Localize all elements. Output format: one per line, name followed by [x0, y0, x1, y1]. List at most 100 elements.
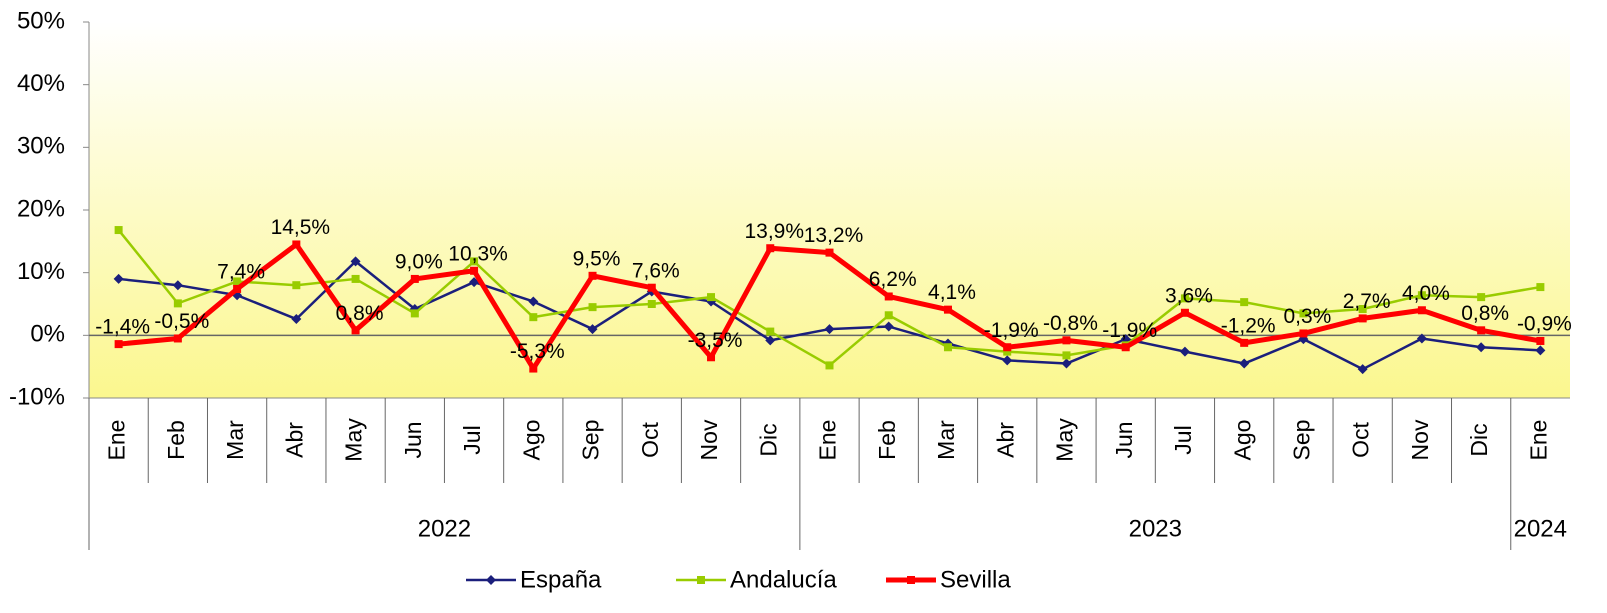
- marker: [647, 283, 656, 292]
- data-label: -1,9%: [984, 319, 1039, 342]
- data-label: 4,1%: [928, 281, 976, 304]
- legend-marker: [697, 576, 705, 584]
- data-label: -5,3%: [510, 340, 565, 363]
- marker: [529, 313, 538, 322]
- x-tick-label: Jun: [400, 421, 426, 458]
- marker: [1003, 343, 1012, 352]
- data-label: -0,9%: [1517, 313, 1572, 336]
- data-label: 9,0%: [395, 250, 443, 273]
- marker: [113, 273, 124, 284]
- data-label: 13,9%: [744, 220, 804, 243]
- x-tick-label: Mar: [933, 420, 959, 460]
- marker: [1417, 306, 1426, 315]
- marker: [1062, 351, 1071, 360]
- marker: [291, 314, 302, 325]
- data-label: 9,5%: [573, 247, 621, 270]
- x-tick-label: Jul: [1170, 425, 1196, 454]
- marker: [470, 257, 479, 266]
- marker: [1003, 347, 1012, 356]
- marker: [350, 256, 361, 267]
- y-tick-label: 10%: [17, 258, 65, 285]
- marker: [825, 361, 834, 370]
- marker: [647, 300, 656, 308]
- marker: [529, 364, 538, 373]
- marker: [1121, 343, 1130, 352]
- data-label: 7,6%: [632, 259, 680, 282]
- marker: [587, 324, 598, 335]
- legend-label: Andalucía: [730, 566, 837, 593]
- x-tick-label: Nov: [696, 419, 722, 460]
- data-label: -0,8%: [1043, 312, 1098, 335]
- marker: [173, 299, 182, 308]
- marker: [1299, 329, 1308, 338]
- marker: [1240, 298, 1249, 307]
- data-label: -0,5%: [154, 310, 209, 333]
- marker: [1299, 309, 1308, 318]
- group-label: 2022: [418, 515, 471, 542]
- data-label: -1,4%: [95, 316, 150, 339]
- x-tick-label: May: [341, 418, 367, 462]
- marker: [824, 324, 835, 335]
- marker: [1002, 355, 1013, 366]
- legend-label: España: [520, 566, 602, 593]
- marker: [1477, 293, 1486, 302]
- x-tick-label: Dic: [755, 423, 781, 456]
- x-tick-label: Sep: [1288, 420, 1314, 461]
- x-tick-label: Jul: [459, 425, 485, 454]
- y-tick-label: 30%: [17, 133, 65, 160]
- marker: [114, 226, 123, 235]
- marker: [410, 274, 419, 283]
- x-tick-label: Abr: [992, 422, 1018, 458]
- data-label: 7,4%: [217, 261, 265, 284]
- marker: [470, 266, 479, 275]
- marker: [1357, 364, 1368, 375]
- x-tick-label: Ene: [815, 420, 841, 461]
- legend-label: Sevilla: [940, 566, 1011, 593]
- data-label: 6,2%: [869, 268, 917, 291]
- y-tick-label: 0%: [30, 321, 65, 348]
- x-tick-label: Dic: [1466, 423, 1492, 456]
- x-tick-label: Feb: [163, 420, 189, 460]
- data-label: 10,3%: [448, 242, 508, 265]
- marker: [1358, 314, 1367, 323]
- x-tick-label: Ene: [1525, 420, 1551, 461]
- marker: [1477, 326, 1486, 335]
- marker: [1358, 305, 1367, 314]
- x-tick-label: Feb: [874, 420, 900, 460]
- marker: [1179, 346, 1190, 357]
- marker: [1416, 333, 1427, 344]
- marker: [884, 311, 893, 320]
- marker: [351, 326, 360, 335]
- marker: [1239, 358, 1250, 369]
- data-label: -3,5%: [688, 329, 743, 352]
- marker: [172, 280, 183, 291]
- data-label: -1,9%: [1102, 319, 1157, 342]
- data-label: 14,5%: [271, 216, 331, 239]
- marker: [410, 309, 419, 318]
- marker: [1536, 336, 1545, 345]
- x-tick-label: Ene: [104, 420, 130, 461]
- marker: [707, 293, 716, 302]
- marker: [1535, 345, 1546, 356]
- marker: [884, 292, 893, 301]
- data-label: -1,2%: [1221, 314, 1276, 337]
- y-tick-label: 50%: [17, 7, 65, 34]
- marker: [588, 271, 597, 280]
- x-tick-label: Abr: [281, 422, 307, 458]
- x-tick-label: Jun: [1111, 421, 1137, 458]
- marker: [588, 303, 597, 312]
- marker: [1062, 336, 1071, 345]
- marker: [1061, 358, 1072, 369]
- x-tick-label: Ago: [518, 420, 544, 461]
- marker: [1476, 342, 1487, 353]
- data-label: 2,7%: [1343, 290, 1391, 313]
- data-label: 0,8%: [1461, 302, 1509, 325]
- marker: [766, 244, 775, 253]
- data-label: 13,2%: [804, 224, 864, 247]
- x-tick-label: May: [1052, 418, 1078, 462]
- x-tick-label: Nov: [1407, 419, 1433, 460]
- marker: [1240, 338, 1249, 347]
- legend-marker: [907, 576, 915, 584]
- marker: [883, 321, 894, 332]
